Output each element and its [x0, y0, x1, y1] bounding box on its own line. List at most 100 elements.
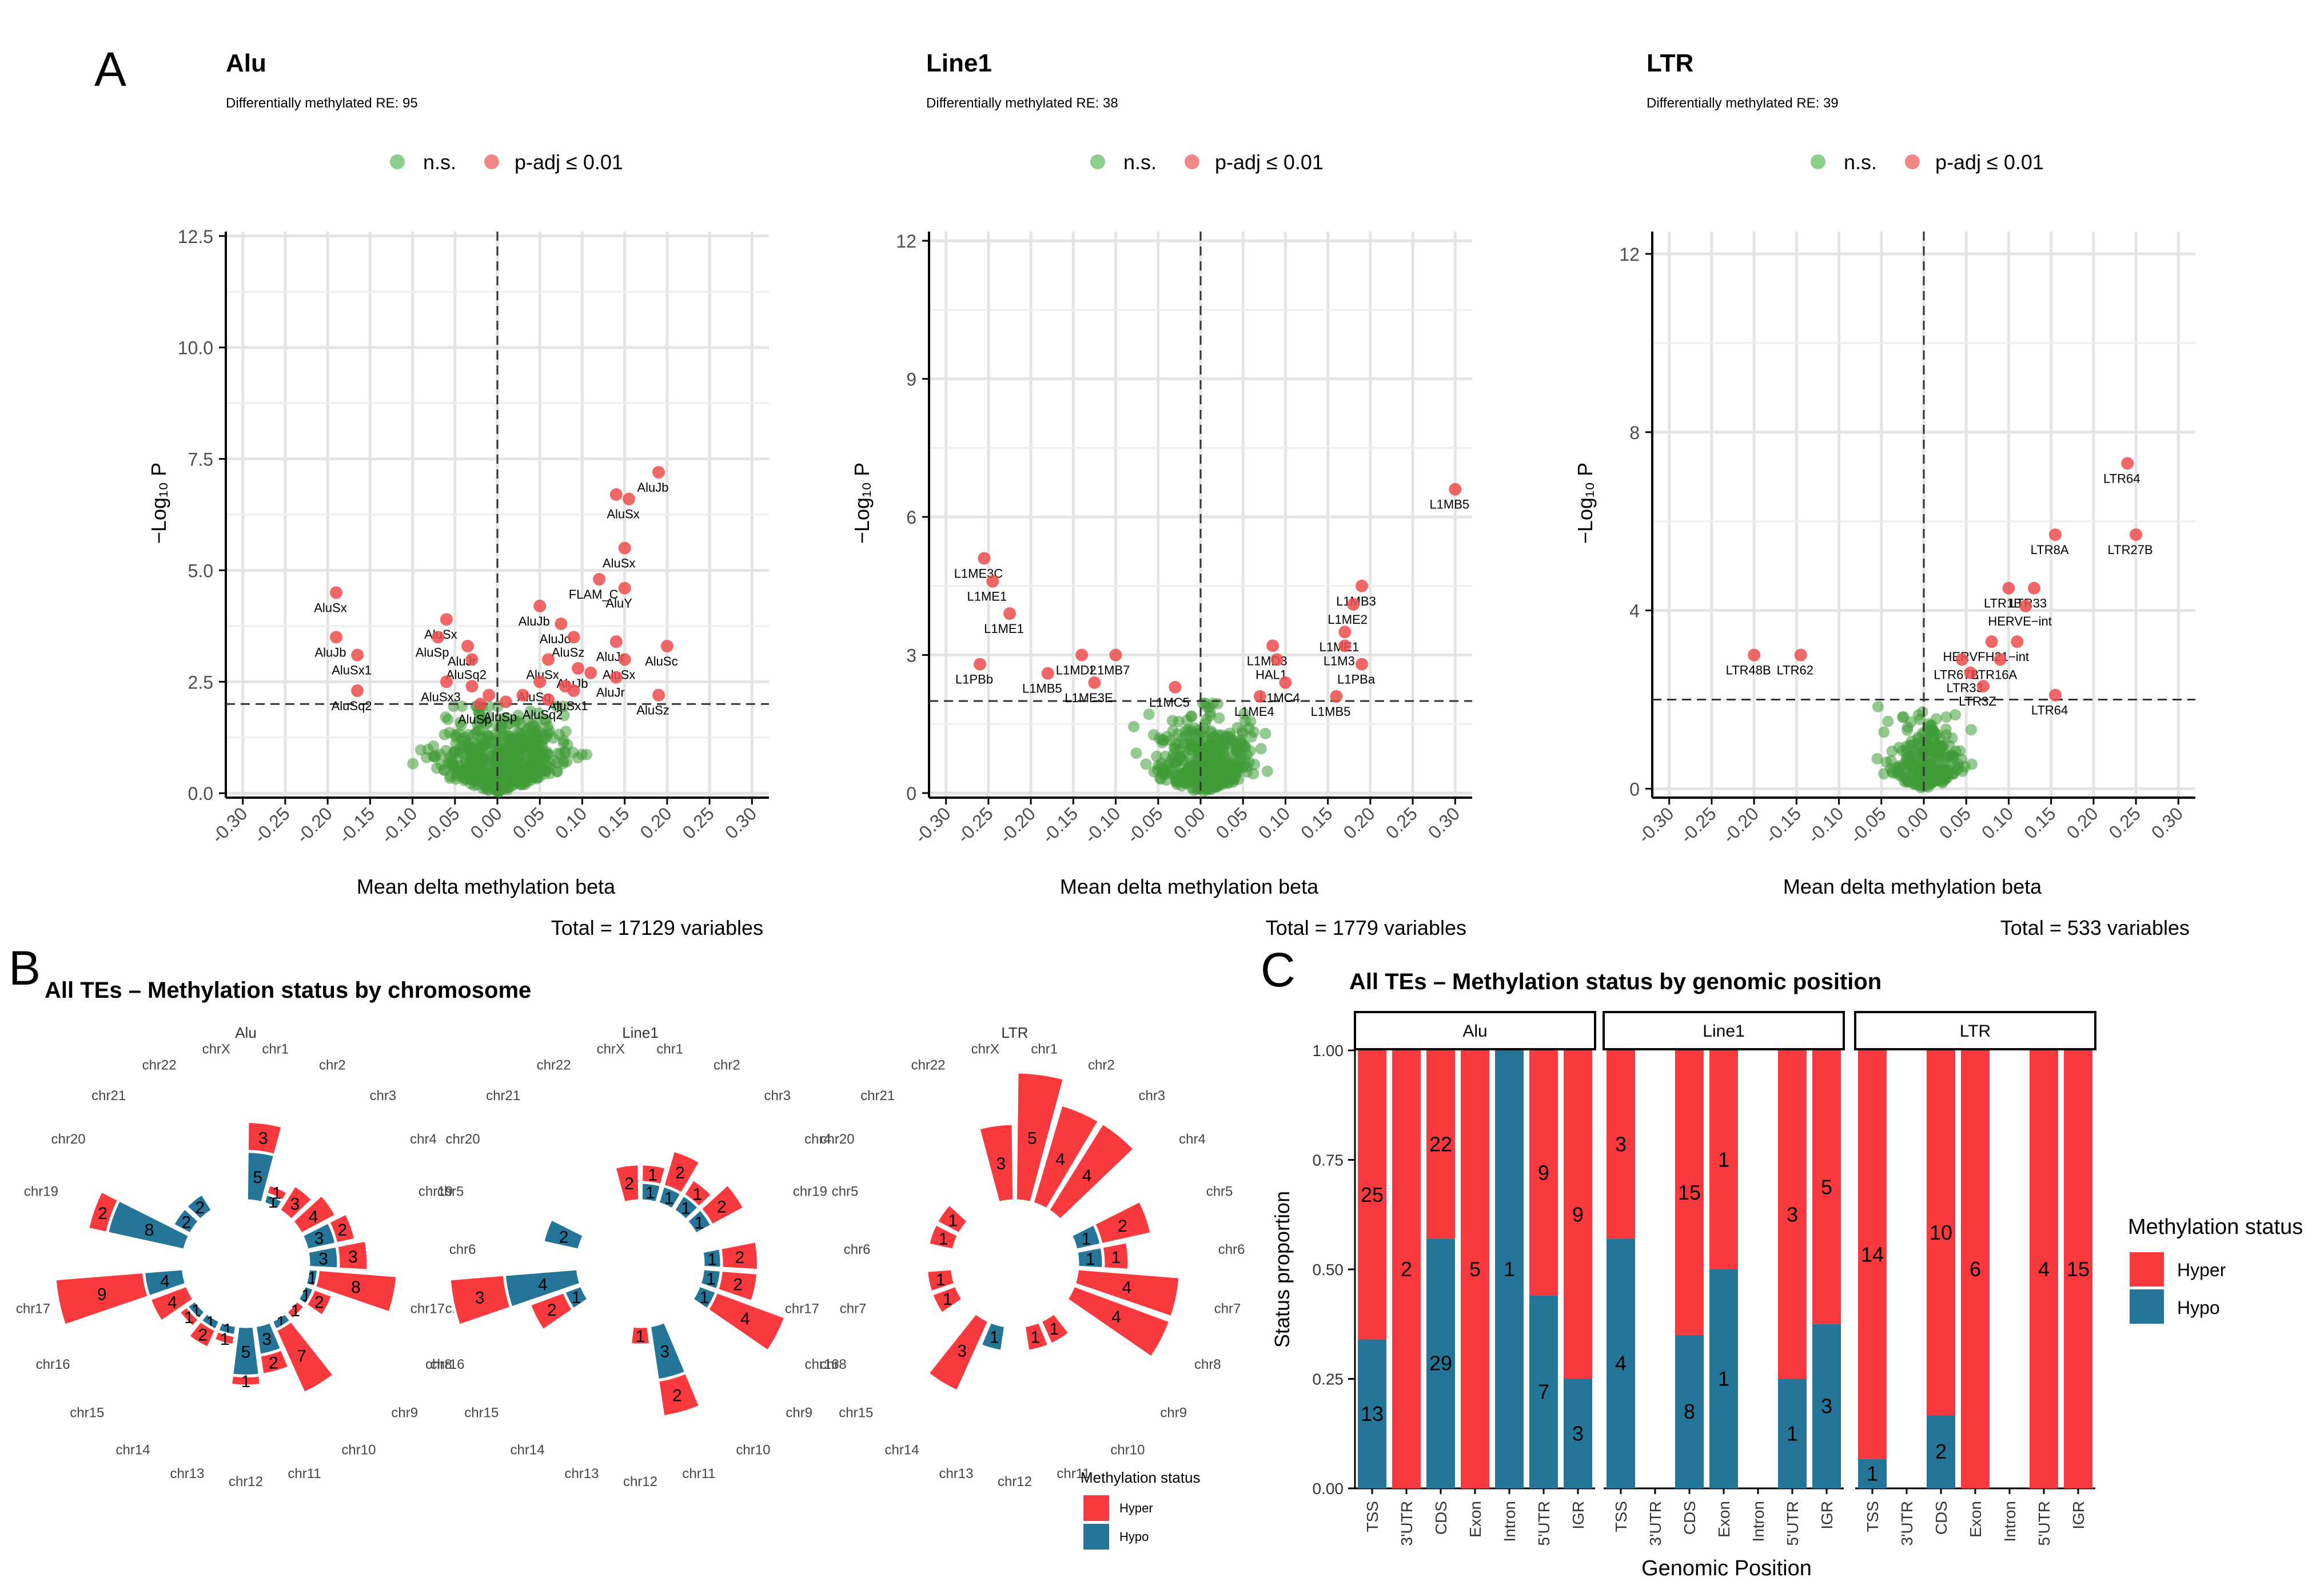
radial-value-label: 1: [1086, 1250, 1095, 1269]
ns-point: [447, 759, 459, 771]
facet-strip: [1603, 1011, 1845, 1050]
ns-point: [440, 711, 452, 723]
sig-point-label: AluSx1: [548, 699, 588, 713]
bar-hypo-count: 29: [1429, 1352, 1452, 1375]
sig-point: [2049, 528, 2062, 541]
x-tick-label: CDS: [1432, 1501, 1450, 1535]
legend-ns-label: n.s.: [1123, 150, 1157, 174]
x-tick-label: TSS: [1364, 1501, 1381, 1532]
radial-value-label: 3: [314, 1229, 324, 1248]
radial-bar-hyper: [1093, 1198, 1154, 1246]
chromosome-label: chr14: [885, 1443, 919, 1458]
radial-value-label: 1: [1111, 1248, 1121, 1267]
radial-value-label: 1: [1030, 1328, 1040, 1347]
radial-bar-hyper: [1100, 1240, 1131, 1272]
radial-bar-hypo: [541, 1217, 587, 1252]
sig-point-label: LTR64: [2103, 471, 2140, 485]
sig-point: [440, 613, 453, 626]
sig-point: [533, 599, 547, 612]
total-variables-label: Total = 17129 variables: [551, 916, 763, 939]
sig-point: [609, 635, 623, 648]
sig-point-label: L1PBa: [1337, 672, 1376, 687]
radial-value-label: 2: [717, 1197, 727, 1216]
ns-point: [525, 774, 537, 786]
sig-point: [660, 639, 673, 652]
radial-value-label: 1: [700, 1288, 709, 1307]
bar-hyper-count: 5: [1821, 1175, 1832, 1198]
total-variables-label: Total = 533 variables: [2000, 916, 2190, 939]
radial-title: Alu: [235, 1024, 257, 1041]
chromosome-label: chr17: [410, 1301, 445, 1316]
sig-point-label: AluSz: [552, 645, 584, 659]
bar-hyper-count: 2: [1401, 1257, 1412, 1281]
ns-point: [1130, 747, 1142, 759]
volcano-subtitle: Differentially methylated RE: 38: [926, 95, 1118, 111]
y-tick-label: 7.5: [188, 449, 213, 470]
bar-hypo-count: 7: [1538, 1380, 1549, 1403]
radial-bar-hyper: [699, 1182, 747, 1228]
chromosome-label: chr22: [142, 1057, 177, 1073]
ns-point: [444, 770, 456, 782]
radial-value-label: 1: [706, 1270, 716, 1289]
sig-points: AluJbAluSxAluSxFLAM_CAluYAluJbAluJoAluSz…: [314, 465, 678, 726]
stacked-legend-hyper-label: Hyper: [2177, 1260, 2226, 1280]
y-tick-label: 0.75: [1313, 1152, 1344, 1169]
sig-point: [1169, 680, 1182, 694]
radial-value-label: 3: [318, 1250, 328, 1269]
facet-strip-label: Line1: [1703, 1022, 1744, 1041]
sig-point-label: LTR62: [1777, 663, 1813, 678]
ns-point: [1952, 758, 1964, 770]
x-tick-label: IGR: [2070, 1501, 2087, 1530]
radial-value-label: 2: [195, 1198, 205, 1217]
chromosome-label: chr5: [437, 1184, 464, 1200]
chromosome-label: chr5: [1206, 1184, 1233, 1200]
sig-point: [465, 653, 479, 666]
sig-point: [1003, 607, 1016, 620]
ns-point: [514, 770, 526, 782]
bar-hypo-count: 8: [1684, 1400, 1695, 1423]
legend-sig-label: p-adj ≤ 0.01: [1935, 150, 2044, 174]
bar-hyper-count: 1: [1718, 1148, 1729, 1172]
ns-point: [1179, 777, 1191, 789]
radial-bar-hyper: [212, 1329, 237, 1347]
sig-point-label: L1ME2: [1328, 612, 1368, 627]
radial-bar-hyper: [1065, 1284, 1173, 1360]
y-tick-label: 0: [906, 783, 916, 804]
ns-point: [524, 759, 536, 771]
chromosome-label: chr14: [116, 1443, 150, 1458]
sig-point-label: L1ME1: [984, 622, 1024, 636]
sig-point-label: AluY: [605, 596, 632, 611]
ns-point: [1203, 702, 1215, 714]
bar-hyper-count: 14: [1861, 1242, 1884, 1266]
x-tick-label: 5'UTR: [1535, 1501, 1553, 1546]
ns-point: [540, 759, 552, 771]
sig-point-label: L1MC5: [1149, 695, 1190, 710]
x-tick-label: 5'UTR: [1784, 1501, 1801, 1546]
radial-value-label: 1: [1050, 1320, 1059, 1339]
legend-sig-dot: [1185, 154, 1199, 169]
sig-point-label: LTR8A: [2031, 543, 2069, 557]
sig-point-label: AluSx: [603, 556, 635, 570]
facet-strip: [1354, 1011, 1596, 1050]
sig-point-label: AluSx: [314, 600, 346, 615]
facet-strip-label: LTR: [1960, 1022, 1991, 1041]
sig-point: [461, 639, 475, 652]
radial-bar-hypo: [171, 1206, 202, 1236]
ns-point: [527, 719, 539, 731]
x-tick-label: IGR: [1569, 1501, 1587, 1530]
radial-value-label: 2: [1118, 1217, 1127, 1236]
sig-point-label: AluSx: [607, 507, 639, 521]
sig-point-label: AluSp: [483, 710, 517, 724]
radial-value-label: 2: [735, 1248, 745, 1267]
sig-point-label: LTR27B: [2108, 543, 2153, 557]
radial-legend-hyper-label: Hyper: [1119, 1501, 1153, 1515]
radial-bar-hyper: [335, 1238, 370, 1272]
sig-point: [1794, 648, 1807, 662]
legend-ns-dot: [1090, 154, 1105, 169]
sig-point: [572, 662, 585, 675]
ns-point: [1966, 724, 1978, 736]
panel-a: A Alu Differentially methylated RE: 95 n.s.…: [94, 42, 2195, 939]
radial-bar-hyper: [926, 1221, 961, 1252]
